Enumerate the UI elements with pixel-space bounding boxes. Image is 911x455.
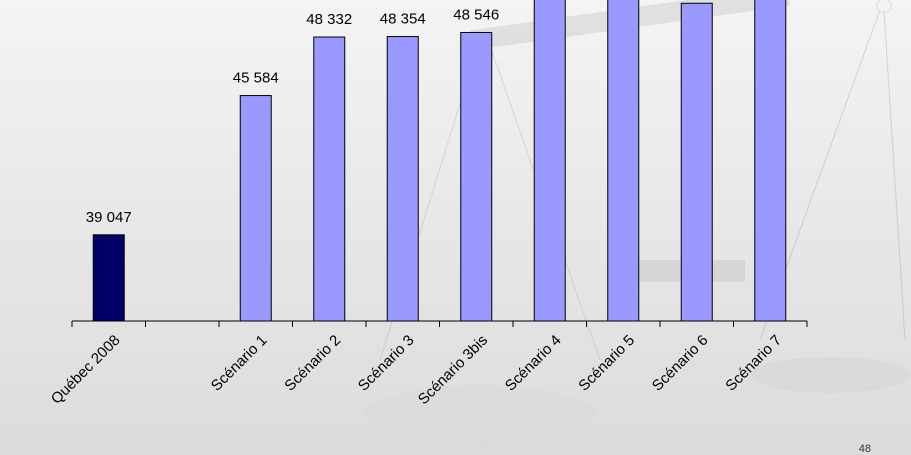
- category-label: Québec 2008: [48, 332, 124, 408]
- bar: [460, 31, 493, 322]
- category-label: Scénario 4: [502, 332, 565, 395]
- bar: [386, 36, 419, 322]
- bar: [607, 0, 640, 322]
- bar: [313, 36, 346, 322]
- category-label: Scénario 5: [575, 332, 638, 395]
- bar-value-label: 48 546: [453, 6, 499, 23]
- bars-layer: [92, 0, 787, 322]
- bar-value-label: 48 354: [380, 11, 426, 28]
- category-label: Scénario 6: [649, 332, 712, 395]
- bar-value-label: 39 047: [86, 209, 132, 226]
- x-axis: [71, 320, 808, 327]
- category-labels-layer: Québec 2008 Scénario 1 Scénario 2 Scénario …: [48, 332, 785, 408]
- bar: [239, 95, 272, 322]
- bar: [533, 0, 566, 322]
- bar-value-label: 45 584: [233, 70, 279, 87]
- bar-value-label: 48 332: [306, 11, 352, 28]
- bar: [92, 234, 125, 322]
- category-label: Scénario 1: [208, 332, 271, 395]
- category-label: Scénario 2: [281, 332, 344, 395]
- page-number: 48: [858, 443, 871, 455]
- bar: [680, 2, 713, 322]
- bar: [754, 0, 787, 322]
